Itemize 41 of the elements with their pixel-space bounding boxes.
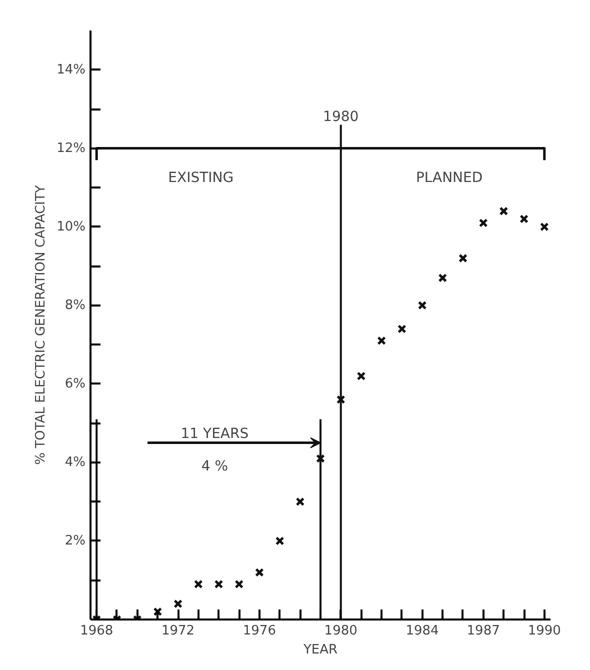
- point: [377, 336, 386, 346]
- point: [316, 454, 325, 463]
- y-tick-label: 4%: [64, 454, 86, 470]
- y-tick-label: 8%: [64, 298, 86, 313]
- x-tick-label: 1976: [242, 624, 276, 638]
- x-tick-label: 1968: [80, 624, 114, 638]
- point: [275, 536, 284, 546]
- annotation: PLANNED: [416, 170, 483, 186]
- point: [397, 324, 406, 334]
- point: [499, 206, 508, 216]
- point: [153, 607, 162, 616]
- point: [234, 580, 244, 589]
- point: [356, 372, 366, 380]
- point: [438, 273, 448, 282]
- point: [540, 222, 549, 232]
- x-tick-label: 1984: [406, 624, 439, 638]
- x-tick-label: 1980: [324, 624, 358, 638]
- y-axis-title: % TOTAL ELECTRIC GENERATION CAPACITY: [34, 185, 49, 465]
- point: [174, 599, 182, 608]
- annotation: 11 YEARS: [180, 426, 249, 442]
- x-tick-label: 1990: [528, 624, 561, 638]
- ref-line-label: 1980: [323, 108, 359, 125]
- point: [418, 300, 427, 310]
- x-tick-label: 1972: [161, 624, 195, 638]
- point: [214, 580, 224, 589]
- point: [458, 254, 468, 263]
- x-tick-label: 1987: [466, 624, 500, 638]
- point: [478, 218, 488, 228]
- y-tick-label: 14%: [56, 62, 86, 78]
- annotation: 4 %: [201, 458, 228, 474]
- y-tick-label: 10%: [56, 219, 86, 234]
- point: [194, 580, 203, 589]
- y-tick-label: 12%: [56, 140, 86, 156]
- y-tick-label: 2%: [64, 533, 86, 548]
- y-tick-label: 6%: [64, 376, 86, 392]
- point: [336, 395, 346, 404]
- point: [520, 214, 528, 224]
- point: [296, 497, 305, 506]
- annotation: EXISTING: [168, 170, 234, 186]
- x-axis-title: YEAR: [302, 642, 338, 658]
- point: [255, 568, 264, 577]
